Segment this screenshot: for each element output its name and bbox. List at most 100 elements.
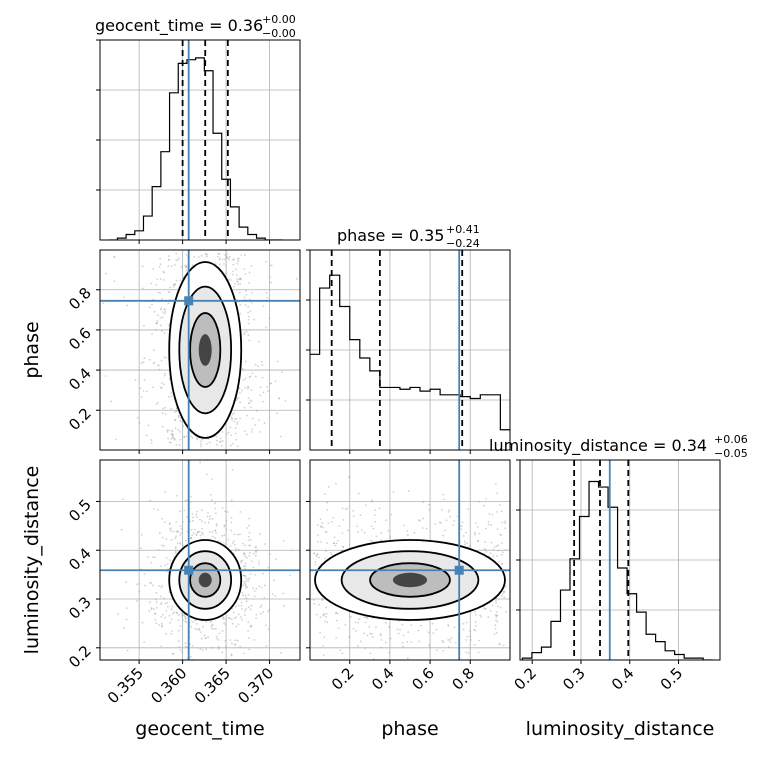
scatter-point [236,445,239,448]
scatter-point [185,516,188,518]
scatter-point [442,641,445,644]
scatter-point [504,527,507,530]
scatter-point [243,296,246,299]
scatter-point [138,590,141,593]
title-phase: phase = 0.35 +0.41 −0.24 [337,223,480,250]
scatter-point [174,537,177,540]
scatter-point [231,413,234,416]
scatter-point [460,525,463,528]
scatter-point [369,632,371,635]
scatter-point [141,265,144,268]
scatter-point [190,435,192,438]
scatter-point [248,298,251,301]
scatter-point [489,552,492,555]
scatter-point [225,256,228,259]
scatter-point [164,564,167,567]
scatter-point [266,386,269,388]
y-tick-label-phase: 0.6 [65,324,95,354]
scatter-point [254,546,257,548]
scatter-point [157,364,160,367]
scatter-point [314,560,317,563]
scatter-point [251,400,253,403]
scatter-point [184,642,187,645]
scatter-point [247,593,250,596]
scatter-point [232,263,235,266]
scatter-point [235,605,237,608]
scatter-point [332,516,335,519]
scatter-point [239,510,242,513]
scatter-point [258,563,260,565]
scatter-point [342,546,344,549]
scatter-point [176,494,178,497]
scatter-point [498,642,501,645]
scatter-point [224,623,227,626]
scatter-point [189,520,192,523]
scatter-point [265,624,267,627]
histogram-step-luminosity-distance [521,480,713,660]
panel-frame [309,459,511,661]
scatter-point [333,536,336,539]
scatter-point [175,520,178,523]
scatter-point [233,285,236,288]
scatter-point [484,548,487,551]
scatter-point [159,257,162,260]
scatter-point [160,601,163,604]
scatter-point [341,652,344,655]
panel-frame [99,249,301,451]
scatter-point [152,268,155,270]
scatter-point [421,527,424,529]
scatter-point [211,623,214,626]
scatter-point [336,612,339,615]
scatter-point [323,636,326,639]
scatter-point [197,672,199,674]
scatter-point [199,461,202,464]
scatter-point [358,618,361,620]
scatter-point [206,515,209,518]
scatter-point [234,639,237,642]
scatter-point [196,622,198,625]
y-tick-label-luminosity-distance: 0.4 [65,544,95,574]
scatter-point [235,418,238,420]
scatter-point [221,430,224,433]
panel-luminosity-distance-hist [516,459,721,664]
scatter-point [134,378,137,381]
scatter-point [324,530,327,533]
scatter-point [499,533,501,536]
scatter-point [161,412,164,414]
scatter-point [182,614,185,617]
scatter-point [319,526,322,528]
scatter-point [201,649,204,652]
scatter-point [490,541,493,544]
scatter-point [244,567,247,570]
scatter-point [274,594,277,597]
scatter-point [234,549,237,552]
scatter-point [198,628,201,631]
scatter-point [179,649,182,652]
scatter-point [152,362,155,365]
truth-marker [184,296,194,306]
scatter-point [123,627,125,629]
scatter-point [171,433,174,436]
scatter-point [389,637,392,640]
scatter-point [442,649,445,652]
x-axis-label-geocent-time: geocent_time [135,718,264,740]
scatter-point [201,438,204,441]
scatter-point [237,613,240,616]
scatter-point [230,653,233,656]
scatter-point [224,254,227,257]
scatter-point [371,500,374,503]
scatter-point [230,416,233,419]
scatter-point [156,508,159,511]
scatter-point [152,349,155,351]
scatter-point [428,643,431,646]
scatter-point [245,600,248,603]
scatter-point [247,322,250,325]
scatter-point [364,621,367,624]
scatter-point [214,512,217,515]
scatter-point [168,522,171,524]
title-luminosity-distance-plus: +0.06 [714,433,748,446]
scatter-point [222,617,224,620]
scatter-point [282,604,285,607]
scatter-point [145,390,148,393]
scatter-point [223,524,226,527]
